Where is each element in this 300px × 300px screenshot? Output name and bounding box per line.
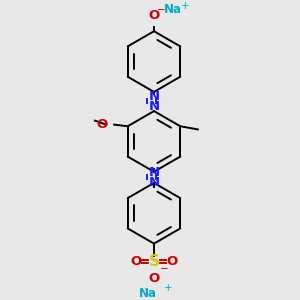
Text: N: N [148,166,160,179]
Text: N: N [148,176,160,189]
Text: O: O [148,9,160,22]
Text: +: + [164,283,173,293]
Text: Na: Na [164,3,182,16]
Text: N: N [148,90,160,103]
Text: N: N [148,100,160,113]
Text: O: O [97,118,108,131]
Text: Na: Na [139,286,157,300]
Text: O: O [166,255,177,268]
Text: O: O [131,255,142,268]
Text: S: S [148,254,160,269]
Text: O: O [148,272,160,285]
Text: −: − [157,5,166,16]
Text: +: + [181,1,190,11]
Text: −: − [160,264,168,274]
